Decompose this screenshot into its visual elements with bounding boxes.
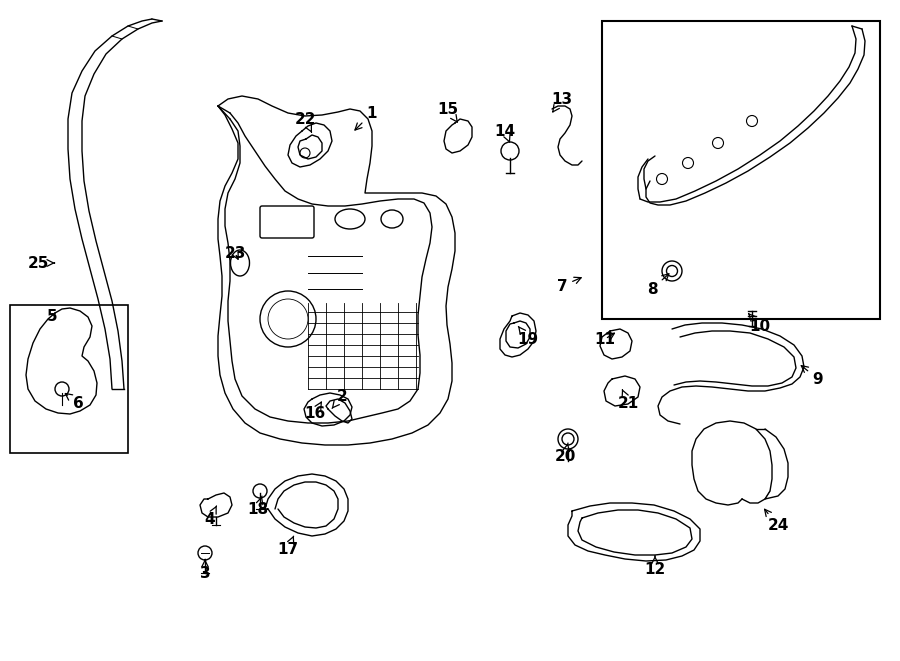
Text: 21: 21: [617, 390, 639, 410]
Text: 16: 16: [304, 402, 326, 420]
Text: 20: 20: [554, 443, 576, 463]
Text: 23: 23: [224, 245, 246, 260]
Text: 2: 2: [332, 389, 347, 408]
Text: 13: 13: [552, 91, 572, 112]
Text: 12: 12: [644, 556, 666, 576]
Text: 22: 22: [294, 112, 316, 132]
Text: 3: 3: [200, 560, 211, 580]
Text: 9: 9: [801, 366, 824, 387]
Text: 14: 14: [494, 124, 516, 142]
Text: 8: 8: [647, 274, 669, 297]
Text: 19: 19: [518, 327, 538, 346]
Text: 1: 1: [355, 106, 377, 130]
Text: 5: 5: [47, 309, 58, 323]
Text: 4: 4: [204, 506, 216, 527]
Text: 11: 11: [595, 332, 616, 346]
Bar: [602, 21, 880, 319]
Text: 6: 6: [66, 393, 84, 410]
Text: 15: 15: [437, 102, 459, 122]
Text: 25: 25: [27, 256, 54, 270]
Bar: [10, 305, 128, 453]
Text: 18: 18: [248, 496, 268, 516]
Text: 10: 10: [749, 313, 770, 334]
Text: 7: 7: [557, 277, 581, 293]
Text: 24: 24: [765, 509, 788, 533]
Text: 17: 17: [277, 536, 299, 557]
